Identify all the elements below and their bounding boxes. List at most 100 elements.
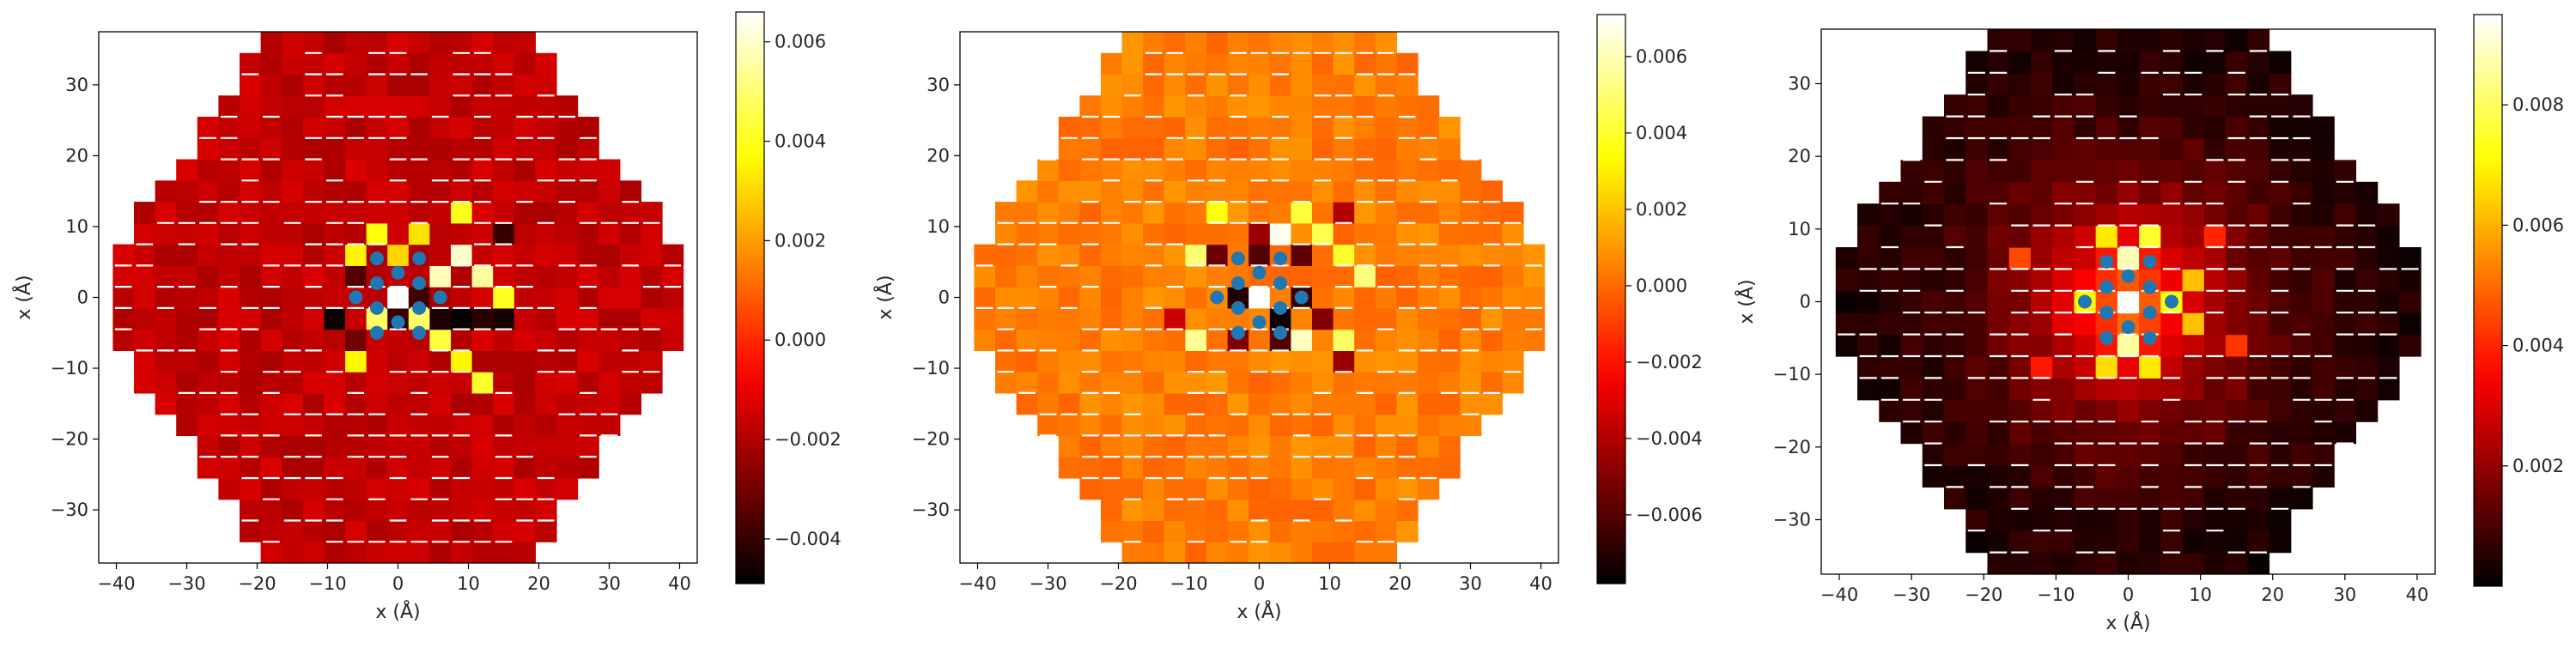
heatmap-cell (471, 74, 494, 96)
heatmap-cell (2008, 116, 2032, 139)
heatmap-cell (1312, 32, 1334, 54)
heatmap-cell (2247, 465, 2270, 488)
heatmap-cell (1101, 222, 1123, 245)
heatmap-cell (451, 137, 473, 160)
heatmap-cell (556, 265, 579, 288)
heatmap-cell (471, 372, 494, 394)
heatmap-cell (1396, 265, 1419, 288)
heatmap-cell (493, 52, 515, 76)
heatmap-cell (134, 222, 156, 245)
heatmap-cell (2398, 312, 2421, 336)
heatmap-cell (112, 244, 135, 266)
heatmap-cell (556, 159, 579, 181)
heatmap-cell (1058, 372, 1080, 394)
heatmap-cell (387, 137, 410, 160)
heatmap-cell (1312, 244, 1334, 266)
heatmap-cell (1312, 180, 1334, 203)
heatmap-cell (240, 372, 262, 394)
heatmap-cell (1480, 244, 1503, 266)
heatmap-cell (2355, 203, 2379, 227)
heatmap-cell (2290, 94, 2313, 118)
heatmap-cell (662, 287, 684, 309)
heatmap-cell (1944, 94, 1966, 118)
heatmap-cell (176, 392, 198, 415)
heatmap-cell (324, 117, 346, 139)
heatmap-cell (1438, 350, 1461, 372)
heatmap-cell (197, 265, 219, 288)
heatmap-cell (1121, 542, 1144, 563)
heatmap-cell (2030, 399, 2053, 422)
heatmap-cell (513, 32, 536, 54)
heatmap-cell (1185, 414, 1207, 437)
heatmap-cell (598, 159, 621, 181)
heatmap-cell (2355, 269, 2379, 292)
heatmap-cell (1438, 222, 1461, 245)
heatmap-cell (282, 244, 304, 266)
heatmap-cell (324, 159, 346, 181)
cell-separators (114, 51, 682, 543)
heatmap-cell (493, 477, 515, 500)
heatmap-cell (1185, 435, 1207, 457)
heatmap-cell (577, 307, 599, 330)
heatmap-cell (1835, 269, 1858, 292)
heatmap-cell (1079, 477, 1102, 500)
heatmap-cell (2095, 203, 2118, 227)
heatmap-cell (1121, 392, 1144, 415)
heatmap-cell (2052, 465, 2075, 488)
heatmap-cell (2247, 51, 2270, 74)
heatmap-cell (2355, 356, 2379, 379)
heatmap-cell (345, 307, 368, 330)
heatmap-cell (2247, 116, 2270, 139)
heatmap-cell (535, 287, 557, 309)
heatmap-cell (1312, 52, 1334, 76)
heatmap-cell (2139, 138, 2161, 160)
heatmap-cell (2269, 399, 2292, 422)
heatmap-cell (1121, 159, 1144, 181)
heatmap-cell (1163, 520, 1186, 542)
heatmap-cell (2290, 138, 2313, 160)
heatmap-cell (2334, 421, 2357, 445)
heatmap-cell (1965, 269, 1989, 292)
heatmap-cell (1375, 222, 1397, 245)
heatmap-cell (1396, 117, 1419, 139)
heatmap-cell (493, 287, 515, 309)
heatmap-cell (1058, 457, 1080, 479)
heatmap-cell (387, 52, 410, 76)
heatmap-cell (1523, 307, 1546, 330)
heatmap-cell (366, 457, 388, 479)
heatmap-cell (1879, 290, 1902, 313)
heatmap-cell (324, 287, 346, 309)
heatmap-cell (387, 392, 410, 415)
heatmap-cell (1438, 307, 1461, 330)
heatmap-cell (1460, 414, 1482, 437)
heatmap-cell (1249, 202, 1271, 224)
heatmap-cell (1016, 392, 1038, 415)
heatmap-cell (2269, 225, 2292, 248)
heatmap-cell (1101, 180, 1123, 203)
heatmap-cell (619, 244, 641, 266)
heatmap-cell (1185, 180, 1207, 203)
heatmap-cell (1944, 160, 1966, 183)
heatmap-cell (1101, 244, 1123, 266)
heatmap-cell (1163, 372, 1186, 394)
colorbar-tick-label: −0.002 (1636, 352, 1703, 372)
x-tick-label: 40 (1529, 573, 1552, 594)
heatmap-cell (995, 372, 1018, 394)
heatmap-cell (2269, 160, 2292, 183)
heatmap-cell (641, 372, 663, 394)
heatmap-cell (535, 180, 557, 203)
heatmap-cell (1163, 180, 1186, 203)
heatmap-cell (1291, 542, 1313, 563)
heatmap-cell (1185, 520, 1207, 542)
heatmap-cell (1879, 356, 1902, 379)
heatmap-cell (1396, 159, 1419, 181)
heatmap-cell (1354, 287, 1376, 309)
heatmap-cell (1269, 117, 1291, 139)
heatmap-cell (641, 202, 663, 224)
heatmap-cell (2312, 181, 2335, 204)
heatmap-cell (345, 52, 368, 76)
heatmap-cell (1312, 265, 1334, 288)
y-tick-label: 30 (65, 75, 88, 95)
heatmap-cell (218, 117, 240, 139)
